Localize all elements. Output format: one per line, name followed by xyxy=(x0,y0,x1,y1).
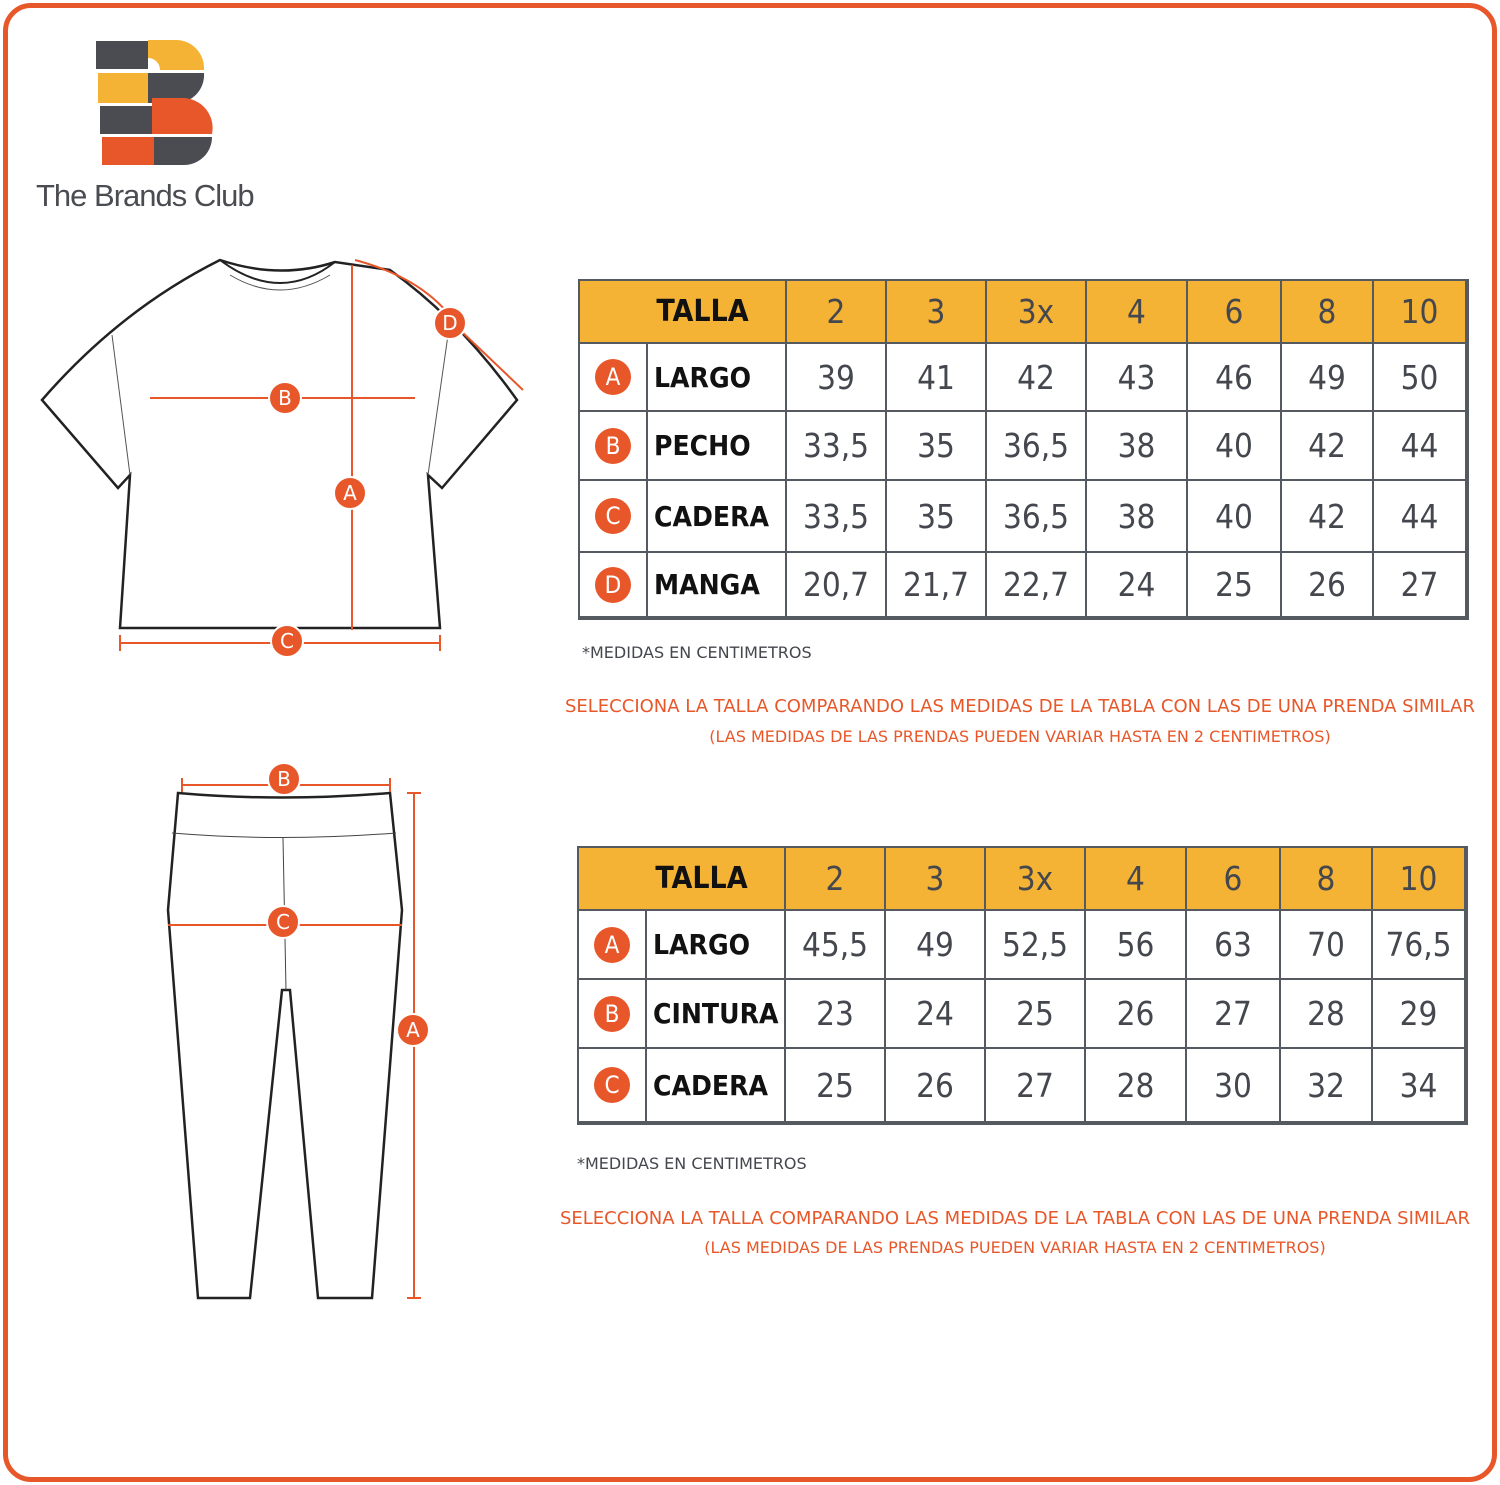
shirt-label-c: C xyxy=(280,629,294,653)
pants-label-c: C xyxy=(276,910,290,934)
pants-label-a: A xyxy=(406,1018,420,1042)
row-label: LARGO xyxy=(648,344,787,412)
table-cell: 36,5 xyxy=(987,481,1087,553)
row-label: PECHO xyxy=(648,412,787,481)
table-cell: 27 xyxy=(1187,980,1281,1049)
leggings-diagram: B C A xyxy=(166,762,430,1300)
table-cell: 20,7 xyxy=(787,553,887,618)
table-cell: 26 xyxy=(1282,553,1374,618)
size-header: 6 xyxy=(1187,848,1281,911)
size-header: 3 xyxy=(887,281,987,344)
table-cell: 25 xyxy=(786,1049,886,1123)
table-cell: 42 xyxy=(987,344,1087,412)
table-cell: 24 xyxy=(886,980,986,1049)
tshirt-diagram: B A C D xyxy=(40,258,524,658)
header-talla: TALLA xyxy=(579,848,786,911)
size-header: 4 xyxy=(1086,848,1187,911)
shirt-label-d: D xyxy=(442,311,457,335)
size-header: 2 xyxy=(786,848,886,911)
table-cell: 36,5 xyxy=(987,412,1087,481)
table-cell: 24 xyxy=(1087,553,1188,618)
row-label: CINTURA xyxy=(647,980,786,1049)
pants-size-table: TALLA 2 3 3x 4 6 8 10 A LARGO 45,5 49 52,5 56 63 70 76,5… xyxy=(577,846,1468,1125)
table-cell: 45,5 xyxy=(786,911,886,980)
shirt-advice: SELECCIONA LA TALLA COMPARANDO LAS MEDID… xyxy=(564,696,1475,717)
table-cell: 23 xyxy=(786,980,886,1049)
table-cell: 46 xyxy=(1188,344,1282,412)
table-cell: 40 xyxy=(1188,412,1282,481)
row-label: MANGA xyxy=(648,553,787,618)
table-cell: 39 xyxy=(787,344,887,412)
table-cell: 28 xyxy=(1086,1049,1187,1123)
table-cell: 49 xyxy=(1282,344,1374,412)
table-cell: 27 xyxy=(986,1049,1086,1123)
shirt-units-note: *MEDIDAS EN CENTIMETROS xyxy=(582,643,812,662)
row-label: LARGO xyxy=(647,911,786,980)
page-border xyxy=(3,3,1497,1482)
table-cell: 50 xyxy=(1374,344,1467,412)
row-badge: B xyxy=(580,412,648,481)
table-cell: 70 xyxy=(1281,911,1373,980)
table-cell: 22,7 xyxy=(987,553,1087,618)
shirt-size-table: TALLA 2 3 3x 4 6 8 10 A LARGO 39 41 42 43 46 49 50 B PECHO… xyxy=(578,279,1469,620)
size-header: 10 xyxy=(1374,281,1467,344)
table-cell: 32 xyxy=(1281,1049,1373,1123)
row-badge: A xyxy=(580,344,648,412)
table-cell: 28 xyxy=(1281,980,1373,1049)
table-cell: 26 xyxy=(886,1049,986,1123)
pants-advice-note: (LAS MEDIDAS DE LAS PRENDAS PUEDEN VARIA… xyxy=(704,1238,1326,1257)
size-header: 4 xyxy=(1087,281,1188,344)
table-cell: 43 xyxy=(1087,344,1188,412)
header-talla: TALLA xyxy=(580,281,787,344)
table-cell: 42 xyxy=(1282,412,1374,481)
shirt-label-a: A xyxy=(343,481,357,505)
table-cell: 52,5 xyxy=(986,911,1086,980)
row-badge: C xyxy=(580,481,648,553)
size-header: 3x xyxy=(986,848,1086,911)
row-badge: C xyxy=(579,1049,647,1123)
shirt-label-b: B xyxy=(278,386,292,410)
table-cell: 25 xyxy=(1188,553,1282,618)
table-cell: 41 xyxy=(887,344,987,412)
size-header: 10 xyxy=(1373,848,1466,911)
row-label: CADERA xyxy=(647,1049,786,1123)
brand-name: The Brands Club xyxy=(36,178,255,213)
brand-logo xyxy=(96,40,213,165)
pants-label-b: B xyxy=(277,767,291,791)
table-cell: 35 xyxy=(887,412,987,481)
size-header: 8 xyxy=(1282,281,1374,344)
row-label: CADERA xyxy=(648,481,787,553)
table-cell: 21,7 xyxy=(887,553,987,618)
size-header: 3x xyxy=(987,281,1087,344)
table-cell: 35 xyxy=(887,481,987,553)
shirt-advice-note: (LAS MEDIDAS DE LAS PRENDAS PUEDEN VARIA… xyxy=(709,727,1331,746)
size-header: 8 xyxy=(1281,848,1373,911)
pants-advice: SELECCIONA LA TALLA COMPARANDO LAS MEDID… xyxy=(559,1208,1470,1229)
table-cell: 44 xyxy=(1374,481,1467,553)
row-badge: B xyxy=(579,980,647,1049)
table-cell: 27 xyxy=(1374,553,1467,618)
table-cell: 30 xyxy=(1187,1049,1281,1123)
table-cell: 26 xyxy=(1086,980,1187,1049)
pants-units-note: *MEDIDAS EN CENTIMETROS xyxy=(577,1154,807,1173)
table-cell: 56 xyxy=(1086,911,1187,980)
size-header: 3 xyxy=(886,848,986,911)
table-cell: 38 xyxy=(1087,412,1188,481)
size-header: 2 xyxy=(787,281,887,344)
row-badge: A xyxy=(579,911,647,980)
row-badge: D xyxy=(580,553,648,618)
table-cell: 42 xyxy=(1282,481,1374,553)
table-cell: 29 xyxy=(1373,980,1466,1049)
table-cell: 38 xyxy=(1087,481,1188,553)
table-cell: 33,5 xyxy=(787,412,887,481)
table-cell: 44 xyxy=(1374,412,1467,481)
size-header: 6 xyxy=(1188,281,1282,344)
table-cell: 76,5 xyxy=(1373,911,1466,980)
table-cell: 34 xyxy=(1373,1049,1466,1123)
table-cell: 40 xyxy=(1188,481,1282,553)
table-cell: 25 xyxy=(986,980,1086,1049)
table-cell: 33,5 xyxy=(787,481,887,553)
table-cell: 49 xyxy=(886,911,986,980)
table-cell: 63 xyxy=(1187,911,1281,980)
